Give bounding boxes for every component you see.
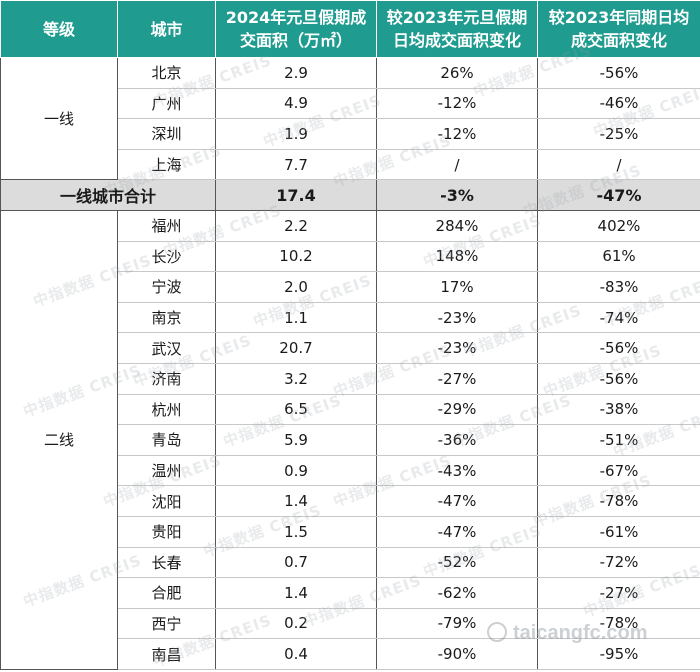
vs-holiday-cell: -52% <box>377 547 538 578</box>
vs-same-period-cell: -27% <box>538 578 700 609</box>
vs-holiday-cell: 284% <box>377 210 538 241</box>
vs-holiday-cell: -29% <box>377 394 538 425</box>
vs-same-period-cell: -51% <box>538 425 700 456</box>
vs-same-period-cell: -25% <box>538 119 700 150</box>
header-area: 2024年元旦假期成交面积（万㎡） <box>216 1 377 58</box>
vs-same-period-cell: -56% <box>538 333 700 364</box>
vs-holiday-cell: 148% <box>377 241 538 272</box>
subtotal-area: 17.4 <box>216 180 377 211</box>
area-cell: 1.1 <box>216 302 377 333</box>
area-cell: 0.2 <box>216 608 377 639</box>
city-cell: 西宁 <box>118 608 216 639</box>
vs-same-period-cell: -56% <box>538 58 700 89</box>
city-cell: 广州 <box>118 88 216 119</box>
tier2-label: 二线 <box>1 210 118 669</box>
vs-holiday-cell: -36% <box>377 425 538 456</box>
area-cell: 1.9 <box>216 119 377 150</box>
vs-holiday-cell: -47% <box>377 486 538 517</box>
city-cell: 青岛 <box>118 425 216 456</box>
subtotal-vs-same-period: -47% <box>538 180 700 211</box>
city-cell: 武汉 <box>118 333 216 364</box>
city-cell: 长沙 <box>118 241 216 272</box>
area-cell: 1.4 <box>216 578 377 609</box>
vs-holiday-cell: -12% <box>377 88 538 119</box>
city-cell: 上海 <box>118 149 216 180</box>
subtotal-label: 一线城市合计 <box>1 180 216 211</box>
vs-holiday-cell: -43% <box>377 455 538 486</box>
vs-same-period-cell: -46% <box>538 88 700 119</box>
city-cell: 贵阳 <box>118 516 216 547</box>
tier1-label: 一线 <box>1 58 118 180</box>
header-tier: 等级 <box>1 1 118 58</box>
vs-holiday-cell: -62% <box>377 578 538 609</box>
vs-same-period-cell: -56% <box>538 363 700 394</box>
vs-same-period-cell: 402% <box>538 210 700 241</box>
header-vs-holiday: 较2023年元旦假期日均成交面积变化 <box>377 1 538 58</box>
area-cell: 7.7 <box>216 149 377 180</box>
vs-same-period-cell: -74% <box>538 302 700 333</box>
city-cell: 合肥 <box>118 578 216 609</box>
subtotal-row: 一线城市合计 17.4 -3% -47% <box>1 180 700 211</box>
city-cell: 济南 <box>118 363 216 394</box>
city-cell: 福州 <box>118 210 216 241</box>
vs-holiday-cell: -47% <box>377 516 538 547</box>
site-watermark: taicangfc.com <box>487 622 647 645</box>
area-cell: 2.2 <box>216 210 377 241</box>
vs-same-period-cell: -38% <box>538 394 700 425</box>
header-vs-same-period: 较2023年同期日均成交面积变化 <box>538 1 700 58</box>
area-cell: 0.9 <box>216 455 377 486</box>
vs-same-period-cell: -61% <box>538 516 700 547</box>
area-cell: 1.5 <box>216 516 377 547</box>
site-logo-icon <box>487 622 507 642</box>
area-cell: 0.7 <box>216 547 377 578</box>
area-cell: 10.2 <box>216 241 377 272</box>
city-cell: 北京 <box>118 58 216 89</box>
city-cell: 杭州 <box>118 394 216 425</box>
vs-same-period-cell: -67% <box>538 455 700 486</box>
vs-holiday-cell: -12% <box>377 119 538 150</box>
vs-holiday-cell: 26% <box>377 58 538 89</box>
area-cell: 2.9 <box>216 58 377 89</box>
vs-holiday-cell: -23% <box>377 333 538 364</box>
city-cell: 深圳 <box>118 119 216 150</box>
city-cell: 宁波 <box>118 272 216 303</box>
city-cell: 沈阳 <box>118 486 216 517</box>
vs-holiday-cell: -27% <box>377 363 538 394</box>
vs-same-period-cell: 61% <box>538 241 700 272</box>
vs-holiday-cell: -23% <box>377 302 538 333</box>
city-cell: 温州 <box>118 455 216 486</box>
area-cell: 1.4 <box>216 486 377 517</box>
vs-same-period-cell: -72% <box>538 547 700 578</box>
vs-holiday-cell: / <box>377 149 538 180</box>
area-cell: 20.7 <box>216 333 377 364</box>
city-cell: 长春 <box>118 547 216 578</box>
vs-holiday-cell: 17% <box>377 272 538 303</box>
vs-same-period-cell: -83% <box>538 272 700 303</box>
header-city: 城市 <box>118 1 216 58</box>
area-cell: 2.0 <box>216 272 377 303</box>
subtotal-vs-holiday: -3% <box>377 180 538 211</box>
vs-same-period-cell: -78% <box>538 486 700 517</box>
vs-same-period-cell: / <box>538 149 700 180</box>
city-cell: 南京 <box>118 302 216 333</box>
area-cell: 6.5 <box>216 394 377 425</box>
subtotal-group: 一线城市合计 17.4 -3% -47% <box>1 180 700 211</box>
header-row: 等级 城市 2024年元旦假期成交面积（万㎡） 较2023年元旦假期日均成交面积… <box>1 1 700 58</box>
area-cell: 4.9 <box>216 88 377 119</box>
area-cell: 5.9 <box>216 425 377 456</box>
site-watermark-text: taicangfc.com <box>513 622 647 644</box>
area-cell: 3.2 <box>216 363 377 394</box>
